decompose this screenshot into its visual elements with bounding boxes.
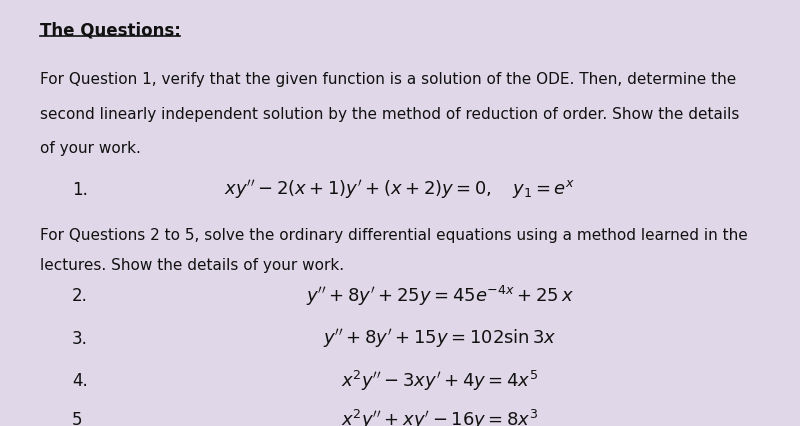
Text: second linearly independent solution by the method of reduction of order. Show t: second linearly independent solution by … — [40, 106, 739, 121]
Text: The Questions:: The Questions: — [40, 21, 181, 39]
Text: 2.: 2. — [72, 287, 88, 305]
Text: 3.: 3. — [72, 330, 88, 348]
Text: For Questions 2 to 5, solve the ordinary differential equations using a method l: For Questions 2 to 5, solve the ordinary… — [40, 228, 748, 243]
Text: 1.: 1. — [72, 181, 88, 199]
Text: 4.: 4. — [72, 372, 88, 390]
Text: $y'' + 8y' + 25y = 45e^{-4x} + 25\,x$: $y'' + 8y' + 25y = 45e^{-4x} + 25\,x$ — [306, 284, 574, 308]
Text: $x^2y'' + xy' - 16y = 8x^3$: $x^2y'' + xy' - 16y = 8x^3$ — [342, 408, 538, 426]
Text: $xy'' - 2(x+1)y' + (x+2)y = 0, \quad y_1 = e^x$: $xy'' - 2(x+1)y' + (x+2)y = 0, \quad y_1… — [224, 178, 576, 201]
Text: $x^2y'' - 3xy' + 4y = 4x^5$: $x^2y'' - 3xy' + 4y = 4x^5$ — [342, 369, 538, 393]
Text: of your work.: of your work. — [40, 141, 141, 155]
Text: For Question 1, verify that the given function is a solution of the ODE. Then, d: For Question 1, verify that the given fu… — [40, 72, 736, 87]
Text: lectures. Show the details of your work.: lectures. Show the details of your work. — [40, 258, 344, 273]
Text: $y'' + 8y' + 15y = 102\sin 3x$: $y'' + 8y' + 15y = 102\sin 3x$ — [323, 327, 557, 350]
Text: 5: 5 — [72, 411, 82, 426]
